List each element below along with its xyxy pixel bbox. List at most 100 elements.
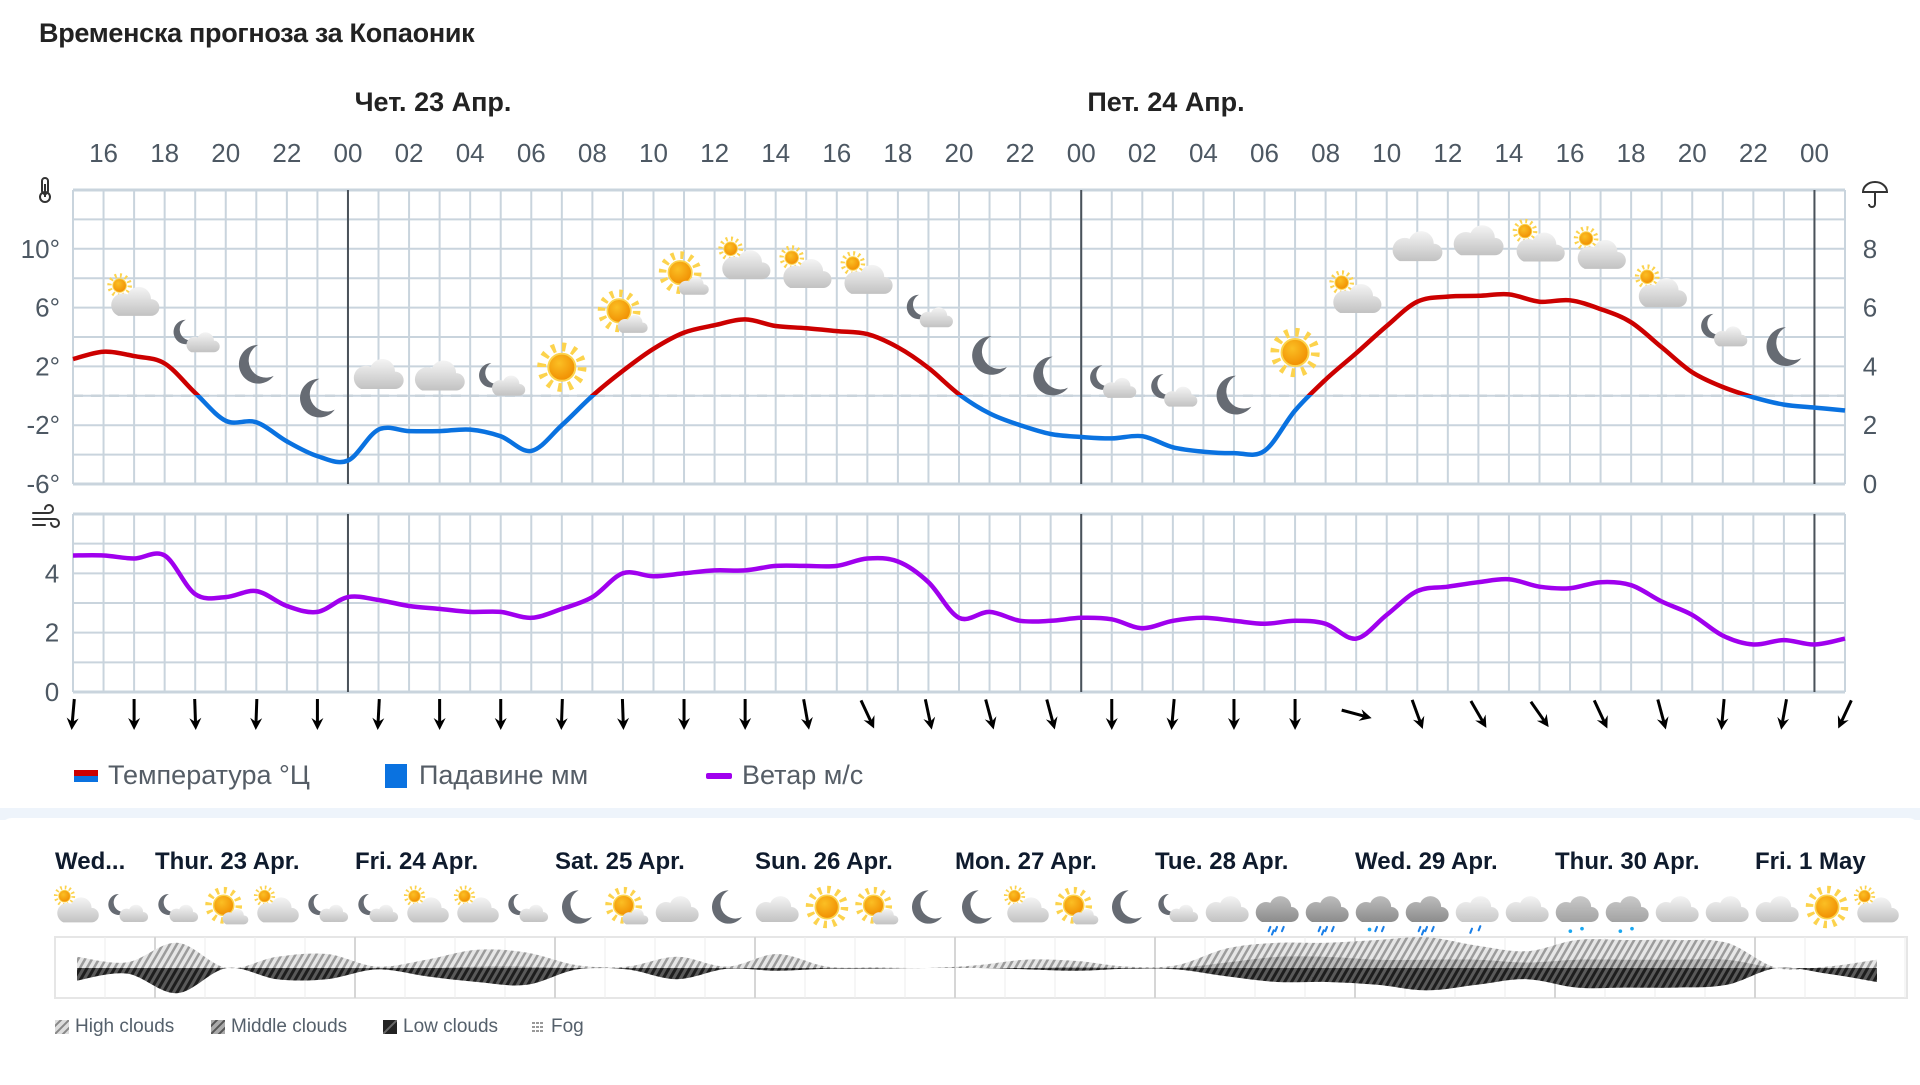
- partly-cloudy-day-icon: [406, 887, 449, 922]
- rain-icon: [1256, 896, 1299, 934]
- light-rain-icon: [1456, 896, 1499, 933]
- wind-arrow-icon: [1837, 699, 1853, 729]
- wind-arrow-shaft: [1045, 699, 1055, 723]
- legend-fog: Fog: [531, 1016, 584, 1038]
- wind-arrow-shaft: [1840, 699, 1853, 722]
- wind-arrow-shaft: [984, 699, 994, 723]
- forecast-icons: [56, 887, 1899, 934]
- wind-arrow-icon: [1716, 698, 1729, 730]
- forecast-day-label: Sun. 26 Apr.: [755, 848, 893, 875]
- sun-cloud-icon: [609, 890, 649, 924]
- hour-label: 06: [1250, 138, 1279, 168]
- wind-arrow-head: [801, 716, 813, 730]
- partly-cloudy-day-icon: [1006, 887, 1049, 922]
- wind-tick-label: 4: [45, 558, 59, 588]
- wind-arrow-head: [1227, 718, 1240, 730]
- wind-arrow-head: [66, 717, 79, 730]
- low-clouds-area: [77, 967, 1877, 994]
- wind-arrow-head: [250, 717, 263, 730]
- cloudy-icon: [1706, 896, 1749, 922]
- legend-temperature[interactable]: Температура °Ц: [74, 760, 310, 791]
- temperature-tick-label: 10°: [21, 234, 60, 264]
- precipitation-tick-label: 8: [1863, 234, 1877, 264]
- legend-wind[interactable]: Ветар м/с: [706, 760, 863, 791]
- cloudy-icon: [354, 359, 404, 389]
- cloud-layers-band: [54, 936, 1908, 999]
- wind-tick-label: 2: [45, 618, 59, 648]
- wind-arrow-icon: [189, 698, 202, 730]
- wind-speed-line: [72, 551, 1846, 647]
- temperature-tick-label: 6°: [35, 293, 60, 323]
- temperature-line-above-zero: [72, 291, 1754, 395]
- wind-arrow-icon: [1341, 708, 1372, 721]
- legend-low-clouds: Low clouds: [383, 1016, 498, 1038]
- legend-precipitation-label: Падавине мм: [419, 760, 589, 790]
- wind-arrow-icon: [66, 698, 79, 730]
- wind-icon: [32, 504, 60, 528]
- forecast-day-label: Mon. 27 Apr.: [955, 848, 1097, 875]
- hour-label: 20: [211, 138, 240, 168]
- hour-label: 22: [272, 138, 301, 168]
- rain-icon: [1406, 896, 1449, 934]
- wind-arrow-shaft: [1592, 699, 1606, 722]
- wind-tick-label: 0: [45, 677, 59, 707]
- moon-icon: [962, 890, 992, 923]
- wind-axis: 4 2 0: [45, 558, 59, 707]
- wind-arrow-shaft: [1720, 698, 1726, 723]
- hour-label: 12: [700, 138, 729, 168]
- hour-label: 18: [883, 138, 912, 168]
- partly-cloudy-night-icon: [907, 295, 953, 328]
- moon-icon: [1112, 890, 1142, 923]
- wind-arrow-head: [128, 718, 141, 730]
- legend-wind-label: Ветар м/с: [742, 760, 864, 790]
- snow-icon: [1606, 896, 1649, 933]
- hour-label: 04: [456, 138, 485, 168]
- hour-label: 16: [1556, 138, 1585, 168]
- forecast-day-label: Fri. 24 Apr.: [355, 848, 478, 875]
- wind-arrow-icon: [1105, 699, 1118, 730]
- wind-arrow-head: [1166, 717, 1179, 730]
- high-clouds-area: [77, 937, 1877, 970]
- wind-arrow-head: [494, 718, 507, 730]
- forecast-day-label: Thur. 30 Apr.: [1555, 848, 1699, 875]
- forecast-day-label: Wed. 29 Apr.: [1355, 848, 1498, 875]
- sun-cloud-icon: [601, 293, 647, 333]
- wind-arrow-icon: [1656, 699, 1669, 730]
- partly-cloudy-night-icon: [479, 363, 525, 396]
- wind-arrow-icon: [494, 699, 507, 730]
- wind-line: [72, 551, 1846, 647]
- wind-arrow-icon: [617, 698, 630, 730]
- forecast-strip: Wed... Thur. 23 Apr. Fri. 24 Apr. Sat. 25 A…: [54, 848, 1908, 999]
- wind-arrow-shaft: [193, 698, 197, 723]
- hour-label: 12: [1433, 138, 1462, 168]
- wind-arrow-head: [311, 718, 324, 730]
- wind-arrow-shaft: [376, 698, 381, 723]
- wind-arrow-head: [1413, 715, 1425, 730]
- legend-precipitation[interactable]: Падавине мм: [385, 760, 588, 791]
- partly-cloudy-night-icon: [174, 320, 220, 353]
- partly-cloudy-night-icon: [1158, 894, 1198, 922]
- day-header-fri: Пет. 24 Апр.: [1087, 87, 1244, 117]
- wind-swatch: [706, 772, 732, 779]
- wind-arrow-head: [678, 718, 691, 730]
- cloudy-icon: [1756, 896, 1799, 922]
- sun-icon: [1810, 890, 1845, 925]
- precipitation-tick-label: 0: [1863, 469, 1877, 499]
- partly-cloudy-night-icon: [1090, 365, 1136, 398]
- wind-arrow-head: [1536, 713, 1549, 728]
- partly-cloudy-night-icon: [1701, 314, 1747, 347]
- wind-arrow-head: [1045, 716, 1058, 730]
- partly-cloudy-day-icon: [456, 887, 499, 922]
- cloudy-icon: [1656, 896, 1699, 922]
- umbrella-icon: [1861, 181, 1889, 208]
- middle-clouds-swatch: [211, 1020, 225, 1034]
- wind-arrow-shaft: [1469, 700, 1484, 722]
- wind-arrow-icon: [1410, 699, 1425, 730]
- forecast-day-labels: Wed... Thur. 23 Apr. Fri. 24 Apr. Sat. 25 A…: [55, 848, 1866, 875]
- middle-clouds-area: [77, 956, 1877, 969]
- wind-arrow-icon: [1045, 699, 1058, 730]
- wind-arrow-icon: [1592, 699, 1608, 729]
- chart-weather-icons: [109, 221, 1801, 417]
- wind-arrow-head: [863, 715, 875, 729]
- moon-icon: [912, 890, 942, 923]
